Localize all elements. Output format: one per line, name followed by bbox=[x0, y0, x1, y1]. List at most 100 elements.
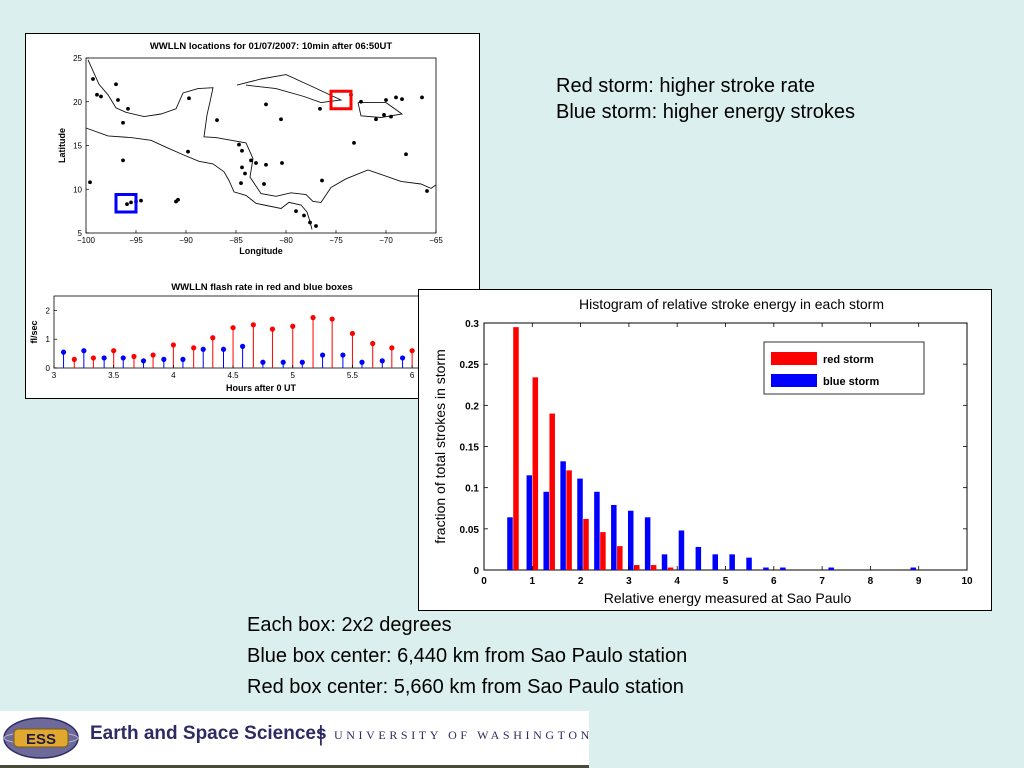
map-x-tick-label: −85 bbox=[229, 236, 243, 245]
blue-storm-bar bbox=[543, 491, 549, 570]
red-stem-marker bbox=[409, 348, 415, 354]
ess-logo: ESS bbox=[2, 715, 80, 761]
university-name: UNIVERSITY OF WASHINGTON bbox=[334, 728, 593, 742]
legend-label-blue: blue storm bbox=[823, 376, 879, 388]
blue-storm-bar bbox=[661, 554, 668, 570]
stem-y-axis-label: fl/sec bbox=[29, 320, 39, 343]
hist-y-tick-label: 0.15 bbox=[460, 443, 480, 454]
blue-stem-marker bbox=[359, 359, 365, 365]
blue-storm-bar bbox=[560, 461, 566, 570]
stem-x-tick-label: 3 bbox=[52, 371, 57, 380]
hist-x-tick-label: 1 bbox=[530, 576, 536, 587]
stroke-location-point bbox=[314, 224, 318, 228]
red-stem-marker bbox=[370, 340, 376, 347]
stroke-location-point bbox=[264, 162, 268, 167]
red-stem-marker bbox=[349, 330, 356, 337]
blue-storm-bar bbox=[746, 557, 752, 570]
map-y-axis-label: Latitude bbox=[57, 128, 67, 163]
stem-y-tick-label: 1 bbox=[46, 335, 51, 344]
stroke-location-point bbox=[99, 94, 103, 99]
stroke-location-point bbox=[121, 120, 125, 125]
note-red-storm: Red storm: higher stroke rate bbox=[556, 75, 815, 97]
stroke-location-point bbox=[129, 200, 133, 205]
map-and-flash-rate-panel: WWLLN locations for 01/07/2007: 10min af… bbox=[25, 33, 480, 399]
hist-x-tick-label: 9 bbox=[916, 576, 922, 587]
red-stem-marker bbox=[131, 353, 137, 360]
stroke-location-point bbox=[320, 178, 324, 183]
map-x-tick-label: −80 bbox=[279, 236, 293, 245]
blue-storm-bar bbox=[611, 504, 617, 570]
note-box-size: Each box: 2x2 degrees bbox=[247, 614, 452, 636]
note-blue-box-distance: Blue box center: 6,440 km from Sao Paulo… bbox=[247, 645, 688, 667]
hist-x-tick-label: 4 bbox=[674, 576, 680, 587]
hist-y-tick-label: 0.2 bbox=[465, 401, 479, 412]
stroke-location-point bbox=[243, 171, 247, 176]
map-y-tick-label: 15 bbox=[73, 142, 82, 151]
stroke-location-point bbox=[279, 117, 283, 122]
red-stem-marker bbox=[191, 345, 197, 351]
stem-x-tick-label: 4.5 bbox=[228, 371, 240, 380]
stroke-location-point bbox=[394, 95, 398, 100]
stroke-location-point bbox=[186, 149, 190, 154]
footer-banner: ESS Earth and Space Sciences | UNIVERSIT… bbox=[0, 711, 589, 768]
red-stem-marker bbox=[170, 342, 176, 348]
blue-stem-marker bbox=[81, 348, 87, 354]
red-stem-marker bbox=[90, 355, 96, 361]
hist-legend: red storm blue storm bbox=[763, 341, 925, 395]
blue-stem-marker bbox=[240, 343, 246, 349]
hist-y-axis-label: fraction of total strokes in storm bbox=[432, 349, 448, 544]
stroke-location-point bbox=[374, 117, 378, 122]
red-stem-marker bbox=[290, 323, 296, 329]
hist-x-tick-label: 8 bbox=[868, 576, 874, 587]
stroke-location-point bbox=[262, 182, 266, 186]
blue-storm-bar bbox=[678, 530, 685, 570]
map-x-axis-label: Longitude bbox=[239, 246, 283, 256]
blue-storm-bar bbox=[910, 567, 917, 570]
stroke-location-point bbox=[237, 142, 241, 147]
blue-stem-marker bbox=[280, 359, 286, 365]
red-stem-marker bbox=[250, 322, 256, 328]
blue-stem-marker bbox=[180, 356, 186, 362]
stroke-location-point bbox=[240, 165, 244, 170]
map-y-tick-label: 5 bbox=[78, 229, 83, 238]
red-stem-marker bbox=[111, 348, 117, 354]
stem-title: WWLLN flash rate in red and blue boxes bbox=[171, 282, 353, 293]
map-x-tick-label: −65 bbox=[429, 236, 443, 245]
stroke-location-point bbox=[318, 106, 322, 111]
map-y-tick-label: 20 bbox=[73, 98, 82, 107]
stroke-location-point bbox=[187, 96, 191, 101]
red-stem-marker bbox=[389, 345, 395, 351]
map-coastline bbox=[85, 127, 313, 230]
hist-title: Histogram of relative stroke energy in e… bbox=[579, 296, 884, 312]
stem-x-tick-label: 3.5 bbox=[108, 371, 120, 380]
stroke-location-point bbox=[139, 198, 143, 203]
stroke-location-point bbox=[121, 158, 125, 163]
stroke-location-point bbox=[126, 106, 130, 111]
stroke-location-point bbox=[352, 140, 356, 145]
stroke-location-point bbox=[400, 97, 404, 102]
blue-stem-marker bbox=[319, 352, 326, 358]
red-storm-bar bbox=[600, 532, 606, 570]
blue-stem-marker bbox=[399, 355, 406, 361]
ess-logo-text: ESS bbox=[26, 731, 56, 748]
red-storm-bar bbox=[583, 518, 589, 570]
map-plot-area bbox=[85, 57, 437, 234]
blue-stem-marker bbox=[60, 349, 67, 355]
map-y-tick-label: 25 bbox=[73, 54, 82, 63]
map-x-tick-label: −95 bbox=[129, 236, 143, 245]
histogram-chart: Histogram of relative stroke energy in e… bbox=[432, 296, 973, 606]
red-storm-bar bbox=[617, 546, 623, 570]
red-storm-bar bbox=[549, 413, 555, 570]
stroke-location-point bbox=[249, 158, 253, 163]
stem-plot-area bbox=[53, 295, 437, 369]
note-blue-storm: Blue storm: higher energy strokes bbox=[556, 101, 856, 123]
stroke-location-point bbox=[389, 114, 393, 119]
stroke-location-point bbox=[254, 161, 258, 165]
map-coastline bbox=[87, 59, 437, 203]
blue-storm-bar bbox=[627, 510, 634, 570]
blue-storm-bar bbox=[695, 546, 702, 570]
blue-stem-marker bbox=[200, 346, 206, 352]
stroke-location-point bbox=[114, 82, 118, 87]
blue-storm-bar bbox=[712, 554, 719, 570]
stroke-location-point bbox=[384, 98, 388, 102]
